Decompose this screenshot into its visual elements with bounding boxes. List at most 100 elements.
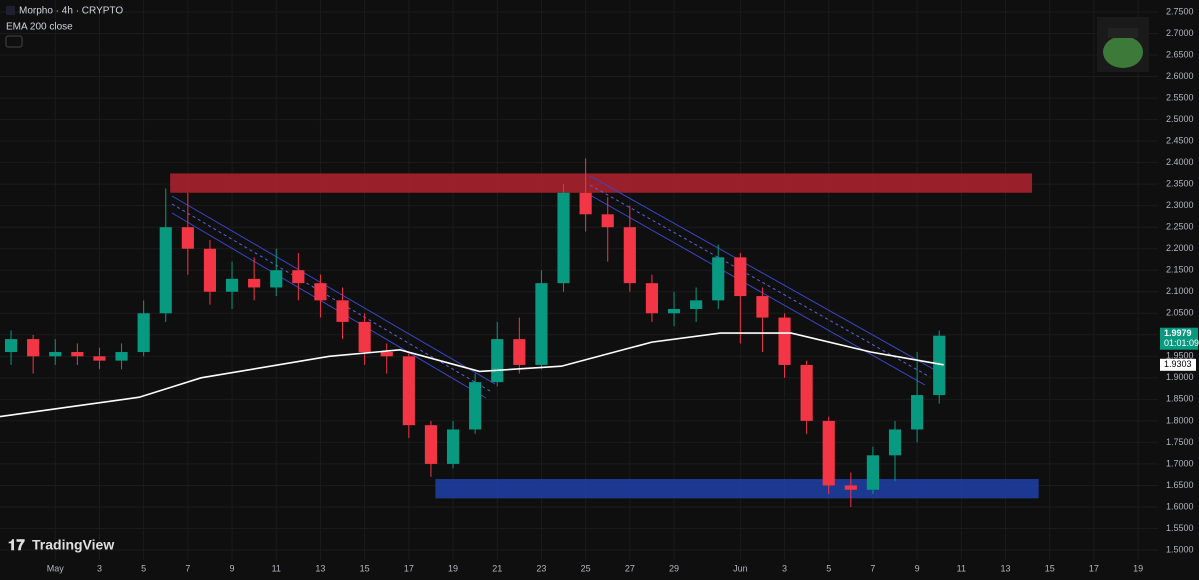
candle-body xyxy=(491,339,504,383)
candle-body xyxy=(557,192,570,284)
candle-body xyxy=(137,313,150,353)
candle-body xyxy=(336,300,349,322)
candle-body xyxy=(159,227,172,314)
zone xyxy=(170,173,1033,193)
candle-body xyxy=(690,300,703,309)
candle-body xyxy=(866,455,879,490)
x-tick-label: 7 xyxy=(185,563,190,573)
candle-body xyxy=(380,352,393,357)
candle-body xyxy=(844,485,857,490)
candle-body xyxy=(513,339,526,365)
y-tick-label: 2.3500 xyxy=(1166,179,1194,189)
candles xyxy=(4,158,946,507)
candle-body xyxy=(712,257,725,301)
y-tick-label: 2.1000 xyxy=(1166,286,1194,296)
time-axis xyxy=(0,560,1199,580)
y-tick-label: 2.5000 xyxy=(1166,114,1194,124)
axes: 1.5000 1.5500 1.6000 1.6500 1.7000 1.7500 1.80… xyxy=(47,6,1199,573)
countdown: 01:01:09 xyxy=(1164,338,1199,348)
candle-body xyxy=(71,352,84,357)
x-tick-label: 3 xyxy=(97,563,102,573)
candle-body xyxy=(667,308,681,314)
x-tick-label: 17 xyxy=(1089,563,1099,573)
x-tick-label: 9 xyxy=(230,563,235,573)
candle-body xyxy=(645,283,659,314)
candle-body xyxy=(579,192,592,215)
ema xyxy=(0,332,944,418)
zone xyxy=(435,478,1039,499)
y-tick-label: 2.4500 xyxy=(1166,135,1194,145)
x-tick-label: 9 xyxy=(915,563,920,573)
y-tick-label: 1.6000 xyxy=(1166,501,1194,511)
candle-body xyxy=(4,339,18,353)
y-tick-label: 1.7500 xyxy=(1166,437,1194,447)
candle-body xyxy=(181,227,194,249)
x-tick-label: 7 xyxy=(870,563,875,573)
y-tick-label: 1.8000 xyxy=(1166,415,1194,425)
x-tick-label: 5 xyxy=(141,563,146,573)
candle-body xyxy=(314,283,327,301)
avatar-face xyxy=(1103,36,1143,68)
y-tick-label: 2.0500 xyxy=(1166,308,1194,318)
candle-body xyxy=(911,395,924,430)
logo-mark: 𝟏𝟕 xyxy=(8,537,25,554)
candle-body xyxy=(248,278,261,288)
candle-body xyxy=(756,296,769,318)
candle-body xyxy=(933,335,946,396)
last-price-tag xyxy=(1160,327,1198,350)
y-tick-label: 2.1500 xyxy=(1166,265,1194,275)
y-tick-label: 1.7000 xyxy=(1166,458,1194,468)
candle-body xyxy=(292,270,305,284)
y-tick-label: 2.7500 xyxy=(1166,6,1194,16)
candle-body xyxy=(27,339,40,357)
y-tick-label: 1.5500 xyxy=(1166,523,1194,533)
candle-body xyxy=(115,352,128,361)
symbol-title: Morpho · 4h · CRYPTO xyxy=(19,6,123,17)
ema-tag xyxy=(1160,358,1196,371)
y-tick-label: 2.6500 xyxy=(1166,49,1194,59)
candle-body xyxy=(778,317,791,365)
channel-line xyxy=(589,194,926,386)
x-tick-label: 11 xyxy=(957,563,966,573)
y-tick-label: 1.9500 xyxy=(1166,351,1194,361)
y-tick-label: 2.5500 xyxy=(1166,92,1194,102)
x-tick-label: 19 xyxy=(448,563,458,573)
y-tick-label: 1.6500 xyxy=(1166,480,1194,490)
x-tick-label: 11 xyxy=(272,563,281,573)
y-tick-label: 1.8500 xyxy=(1166,394,1194,404)
candle-body xyxy=(402,356,415,426)
candle-body xyxy=(469,382,482,430)
candle-body xyxy=(203,248,217,292)
candle-body xyxy=(888,429,902,456)
candle-body xyxy=(270,270,283,288)
x-tick-label: 13 xyxy=(315,563,325,573)
logo: 𝟏𝟕 TradingView xyxy=(8,537,114,554)
y-tick-label: 2.6000 xyxy=(1166,71,1194,81)
x-tick-label: 15 xyxy=(1045,563,1055,573)
x-tick-label: Jun xyxy=(733,563,748,573)
candle-body xyxy=(93,356,106,361)
indicator-label: EMA 200 close xyxy=(6,22,73,33)
x-tick-label: 17 xyxy=(404,563,414,573)
x-tick-label: 5 xyxy=(826,563,831,573)
x-tick-label: 19 xyxy=(1133,563,1143,573)
candle-body xyxy=(822,420,835,486)
x-tick-label: 15 xyxy=(360,563,370,573)
x-tick-label: 21 xyxy=(492,563,502,573)
x-tick-label: 29 xyxy=(669,563,679,573)
channel-mid xyxy=(589,184,931,378)
y-tick-label: 2.4000 xyxy=(1166,157,1194,167)
collapse-button[interactable] xyxy=(5,35,23,48)
header: Morpho · 4h · CRYPTO EMA 200 close xyxy=(5,6,123,48)
symbol-icon xyxy=(6,6,15,15)
candle-body xyxy=(358,321,371,353)
candle-body xyxy=(734,257,747,297)
x-tick-label: May xyxy=(47,563,65,573)
candle-body xyxy=(225,278,239,292)
candle-body xyxy=(601,214,614,228)
channel-line xyxy=(171,195,496,385)
y-tick-label: 1.9000 xyxy=(1166,372,1194,382)
x-tick-label: 3 xyxy=(782,563,787,573)
